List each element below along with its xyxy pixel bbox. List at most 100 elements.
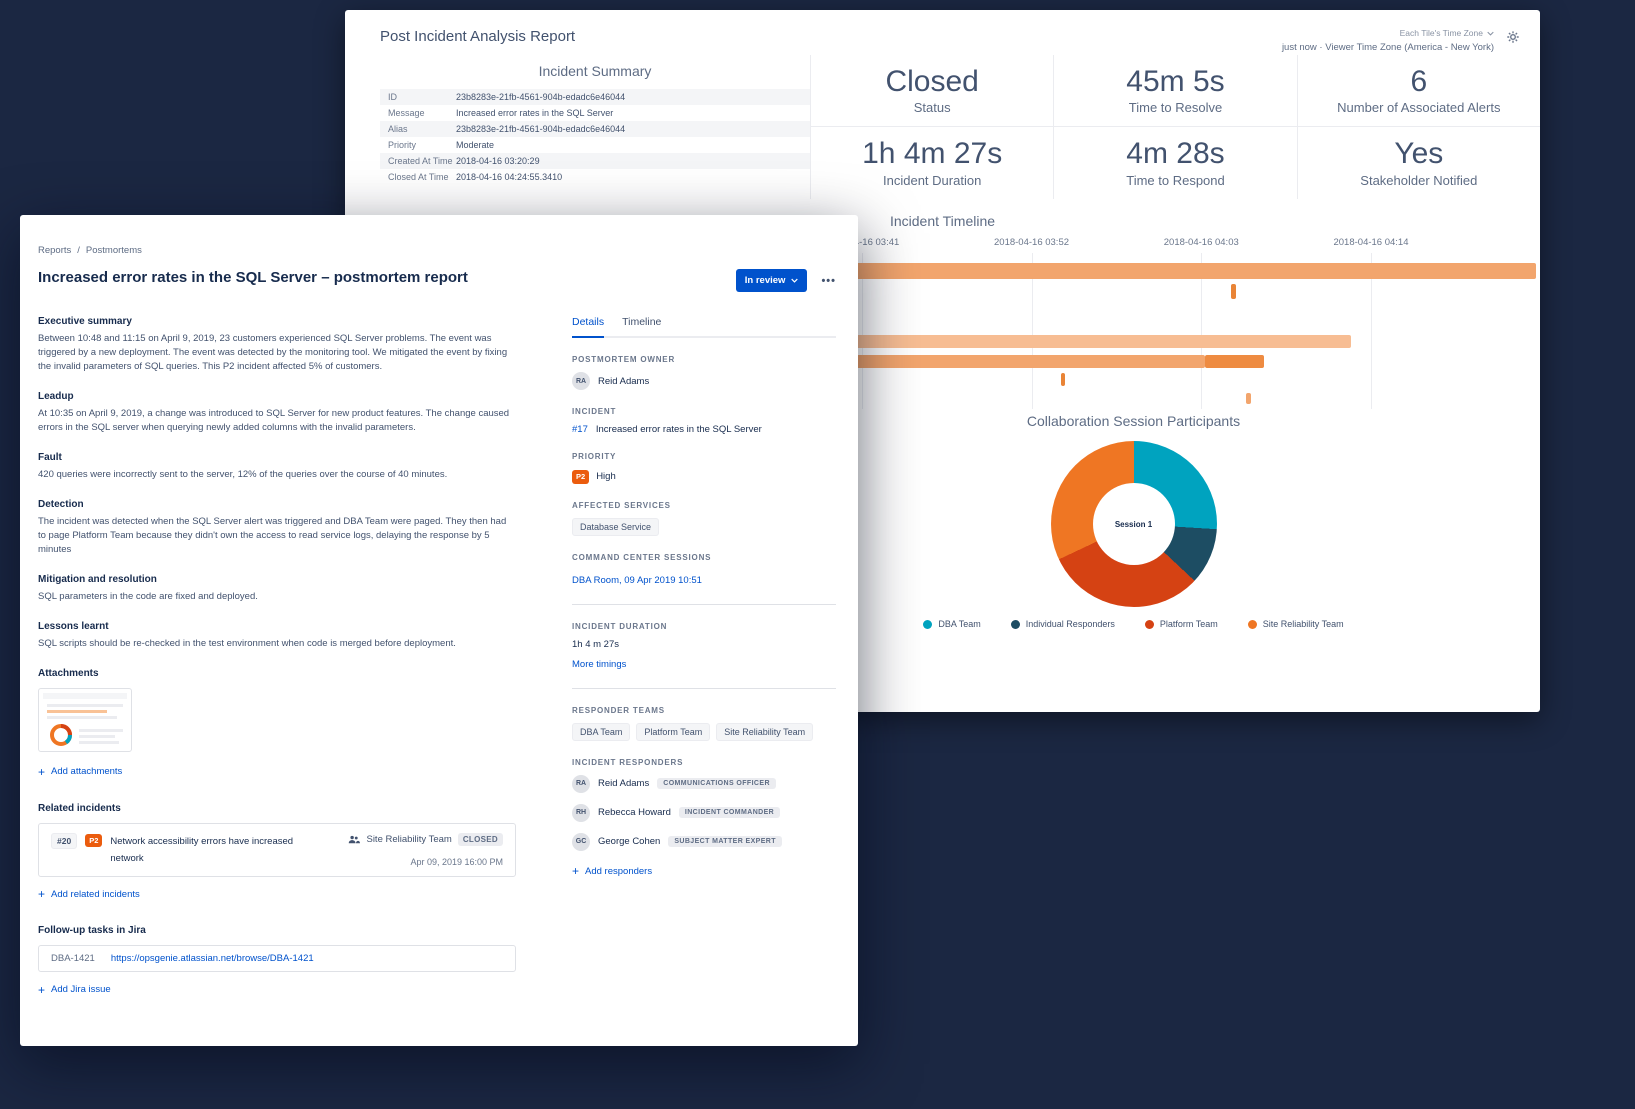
affected-services-label: AFFECTED SERVICES [572,500,671,510]
team-chip: Platform Team [636,722,711,741]
related-incident-date: Apr 09, 2019 16:00 PM [410,856,503,867]
summary-row-label: Created At Time [388,156,453,166]
summary-row-value: 2018-04-16 03:20:29 [456,156,540,166]
timeline-bar [1246,393,1251,404]
summary-row-value: 23b8283e-21fb-4561-904b-edadc6e46044 [456,92,626,102]
jira-issue-link[interactable]: https://opsgenie.atlassian.net/browse/DB… [110,953,314,964]
incident-duration-value: 1h 4 m 27s [572,638,619,650]
report-section: Leadup At 10:35 on April 9, 2019, a chang… [38,391,516,435]
responder-teams-label: RESPONDER TEAMS [572,705,665,715]
stat-tile-value: Closed [885,64,979,98]
breadcrumb: Reports / Postmortems [38,245,142,256]
stat-tile: 6 Number of Associated Alerts [1296,55,1540,127]
summary-row-label: Closed At Time [388,172,449,182]
plus-icon: + [38,764,46,779]
timeline-gridline [861,253,863,409]
settings-gear-icon[interactable] [1506,30,1520,44]
service-chip: Database Service [572,517,660,536]
stat-tile: 1h 4m 27s Incident Duration [810,127,1053,199]
section-text: 420 queries were incorrectly sent to the… [38,469,448,480]
more-options-button[interactable]: ••• [821,274,836,287]
incident-responders-list: RA Reid Adams COMMUNICATIONS OFFICER RH Rebe… [572,774,836,851]
details-tabs: Details Timeline [572,316,836,338]
responder-name: George Cohen [598,836,661,847]
jira-issue-key: DBA-1421 [51,953,95,964]
stat-tile-value: 45m 5s [1126,64,1225,98]
related-incident-meta: Site Reliability Team CLOSED Apr 09, 201… [348,832,503,867]
incident-responders-label: INCIDENT RESPONDERS [572,757,684,767]
avatar: RA [572,372,590,390]
attachment-thumbnail[interactable] [38,688,132,752]
priority-p2-badge: P2 [85,833,103,847]
summary-row: Message Increased error rates in the SQL … [380,105,810,121]
owner-label: POSTMORTEM OWNER [572,355,676,364]
divider [572,687,836,689]
add-related-incidents-link[interactable]: + Add related incidents [38,887,140,901]
stat-tile-label: Time to Resolve [1128,100,1223,116]
timeline-gridline [1201,253,1203,409]
timeline-bar [1230,284,1236,299]
responder-role-badge: COMMUNICATIONS OFFICER [657,778,776,789]
breadcrumb-item-reports[interactable]: Reports [38,245,72,256]
section-heading: Detection [38,499,84,510]
legend-label: DBA Team [938,619,981,629]
command-center-session-link[interactable]: DBA Room, 09 Apr 2019 10:51 [572,574,702,586]
stats-tiles: Closed Status 45m 5s Time to Resolve 6 Number… [810,55,1540,199]
legend-item: Individual Responders [1010,619,1115,629]
donut-hole: Session 1 [1092,483,1175,565]
review-status-label: In review [744,275,786,286]
stat-tile: 4m 28s Time to Respond [1053,127,1296,199]
section-text: Between 10:48 and 11:15 on April 9, 2019… [38,333,508,372]
report-title: Post Incident Analysis Report [380,28,576,45]
timeline-bar [1061,373,1066,386]
related-incident-row[interactable]: #20 P2 Network accessibility errors have… [38,822,516,877]
tab-timeline[interactable]: Timeline [622,316,662,328]
timeline-axis-label: 2018-04-16 04:14 [1333,237,1409,248]
incident-timeline-title: Incident Timeline [889,213,996,229]
legend-dot-icon [1247,619,1257,629]
report-section: Detection The incident was detected when … [38,499,516,557]
incident-id-link[interactable]: #17 [572,424,588,435]
incident-label: INCIDENT [572,407,617,416]
stat-tile-value: Yes [1394,137,1444,171]
add-jira-issue-link[interactable]: + Add Jira issue [38,982,111,997]
donut-legend: DBA Team Individual Responders Platform Te… [727,619,1540,629]
stat-tile: Yes Stakeholder Notified [1296,127,1540,199]
chevron-down-icon [791,278,799,283]
add-responders-link[interactable]: + Add responders [572,864,653,878]
stat-tile-value: 4m 28s [1126,137,1225,171]
tab-details[interactable]: Details [572,316,605,338]
plus-icon: + [38,982,46,997]
chevron-down-icon [1487,31,1494,36]
more-timings-link[interactable]: More timings [572,658,627,670]
affected-services-list: Database Service [572,517,836,536]
section-text: The incident was detected when the SQL S… [38,516,507,555]
section-heading: Lessons learnt [38,621,109,632]
responder-name: Reid Adams [598,778,650,789]
timeline-bar [1204,355,1265,368]
summary-row-label: Priority [388,140,417,150]
related-incident-title: Network accessibility errors have increa… [110,835,294,864]
legend-item: Site Reliability Team [1247,619,1344,629]
jira-issue-row[interactable]: DBA-1421 https://opsgenie.atlassian.net/… [38,945,516,972]
sessions-label: COMMAND CENTER SESSIONS [572,552,712,562]
summary-row-value: 2018-04-16 04:24:55.3410 [456,172,563,182]
priority-value-row: P2 High [572,469,836,484]
responder-teams-list: DBA Team Platform Team Site Reliability Te… [572,722,836,741]
stat-tile-value: 6 [1410,64,1428,98]
report-section: Mitigation and resolution SQL parameters … [38,574,516,604]
section-heading: Leadup [38,391,74,402]
avatar: RH [572,803,590,822]
add-attachments-link[interactable]: + Add attachments [38,764,123,779]
review-status-button[interactable]: In review [735,269,808,292]
section-text: At 10:35 on April 9, 2019, a change was … [38,408,510,433]
breadcrumb-item-postmortems[interactable]: Postmortems [85,245,142,256]
avatar: GC [572,832,590,851]
avatar: RA [572,774,590,793]
incident-summary-panel: Incident Summary ID 23b8283e-21fb-4561-90… [380,55,810,199]
summary-row-label: ID [388,92,397,102]
responder-name: Rebecca Howard [598,807,671,818]
tile-timezone-select[interactable]: Each Tile's Time Zone [1282,28,1494,38]
collaboration-panel: Collaboration Session Participants Sessi… [727,413,1540,629]
timeline-gridline [1031,253,1033,409]
